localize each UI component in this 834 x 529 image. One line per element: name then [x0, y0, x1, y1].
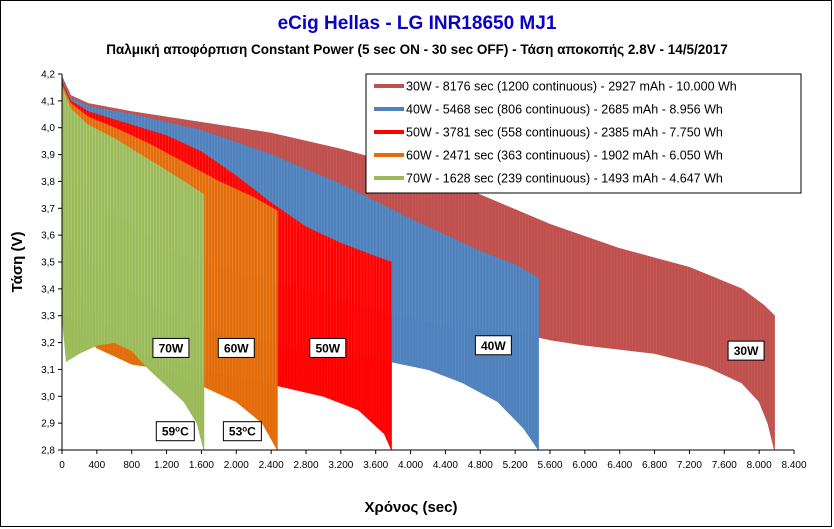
x-tick-label: 4.000	[398, 460, 423, 471]
series-areas	[61, 76, 775, 452]
chart-title: eCig Hellas - LG INR18650 MJ1	[278, 13, 557, 34]
annotation-label: 53oC	[222, 421, 262, 442]
x-axis-title: Χρόνος (sec)	[365, 499, 458, 516]
x-tick-label: 7.600	[712, 460, 737, 471]
annotation-box	[217, 337, 255, 358]
annotation-text: 40W	[481, 339, 506, 353]
x-tick-label: 1.200	[154, 460, 179, 471]
annotation-box	[155, 421, 195, 442]
y-axis-title: Τάση (V)	[9, 232, 26, 293]
series-pulses-3	[64, 91, 276, 447]
series-pulses-2	[64, 88, 392, 450]
annotation-text: 53oC	[229, 425, 256, 439]
x-tick-label: 0	[59, 460, 65, 471]
legend-entry: 70W - 1628 sec (239 continuous) - 1493 m…	[406, 172, 723, 186]
x-tick-label: 2.800	[293, 460, 318, 471]
annotation-box	[309, 337, 347, 358]
x-ticks: 0 400 800 1.200 1.600 2.000 2.400 2.800 3.200 3.6…	[59, 450, 807, 471]
annotation-label: 70W	[152, 337, 190, 358]
legend: 30W - 8176 sec (1200 continuous) - 2927 …	[365, 73, 802, 194]
y-tick-label: 3,8	[41, 177, 55, 188]
annotation-text: 59oC	[162, 425, 189, 439]
x-tick-label: 800	[123, 460, 140, 471]
series-pulses-4	[64, 94, 203, 444]
annotation-box	[222, 421, 262, 442]
legend-entry: 30W - 8176 sec (1200 continuous) - 2927 …	[406, 80, 737, 94]
y-tick-label: 2,8	[41, 446, 55, 457]
x-tick-label: 6.400	[607, 460, 632, 471]
series-area-4	[61, 87, 205, 451]
annotation-box	[152, 337, 190, 358]
y-tick-label: 4,2	[41, 70, 55, 81]
y-tick-label: 3,7	[41, 204, 55, 215]
y-tick-label: 3,9	[41, 150, 55, 161]
y-tick-label: 4,1	[41, 96, 55, 107]
annotation-box	[474, 335, 512, 356]
annotation-label: 59oC	[155, 421, 195, 442]
y-tick-label: 3,5	[41, 258, 55, 269]
x-tick-label: 8.000	[747, 460, 772, 471]
legend-entry: 60W - 2471 sec (363 continuous) - 1902 m…	[406, 149, 723, 163]
x-tick-label: 4.400	[433, 460, 458, 471]
series-pulses-1	[64, 85, 539, 449]
y-tick-label: 3,1	[41, 365, 55, 376]
x-tick-label: 3.200	[328, 460, 353, 471]
annotation-text: 50W	[315, 341, 340, 355]
x-tick-label: 400	[89, 460, 106, 471]
annotation-text: 30W	[734, 344, 759, 358]
y-ticks: 2,8 2,9 3,0 3,1 3,2 3,3 3,4 3,5 3,6 3,7 3,8 3,9 4,0 4…	[41, 70, 62, 457]
x-tick-label: 4.800	[468, 460, 493, 471]
y-tick-label: 3,4	[41, 284, 55, 295]
annotation-label: 40W	[474, 335, 512, 356]
x-tick-label: 2.400	[259, 460, 284, 471]
annotation-box	[727, 340, 765, 361]
x-tick-label: 8.400	[781, 460, 806, 471]
y-tick-label: 3,6	[41, 231, 55, 242]
y-tick-label: 4,0	[41, 123, 55, 134]
x-tick-label: 6.000	[572, 460, 597, 471]
annotation-label: 30W	[727, 340, 765, 361]
y-tick-label: 3,3	[41, 311, 55, 322]
x-tick-label: 1.600	[189, 460, 214, 471]
y-tick-label: 3,0	[41, 392, 55, 403]
x-tick-label: 6.800	[642, 460, 667, 471]
annotations: 70W 60W 50W 40W 30W 59oC 53oC	[152, 335, 765, 442]
x-tick-label: 5.200	[503, 460, 528, 471]
annotation-text: 60W	[224, 341, 249, 355]
y-tick-label: 3,2	[41, 338, 55, 349]
x-tick-label: 5.600	[537, 460, 562, 471]
chart-subtitle: Παλμική αποφόρπιση Constant Power (5 sec…	[106, 42, 728, 57]
x-tick-label: 2.000	[224, 460, 249, 471]
legend-entry: 50W - 3781 sec (558 continuous) - 2385 m…	[406, 126, 723, 140]
annotation-label: 60W	[217, 337, 255, 358]
y-tick-label: 2,9	[41, 419, 55, 430]
annotation-label: 50W	[309, 337, 347, 358]
annotation-text: 70W	[159, 341, 184, 355]
legend-box	[365, 73, 802, 194]
x-tick-label: 7.200	[677, 460, 702, 471]
legend-entry: 40W - 5468 sec (806 continuous) - 2685 m…	[406, 103, 723, 117]
x-tick-label: 3.600	[363, 460, 388, 471]
